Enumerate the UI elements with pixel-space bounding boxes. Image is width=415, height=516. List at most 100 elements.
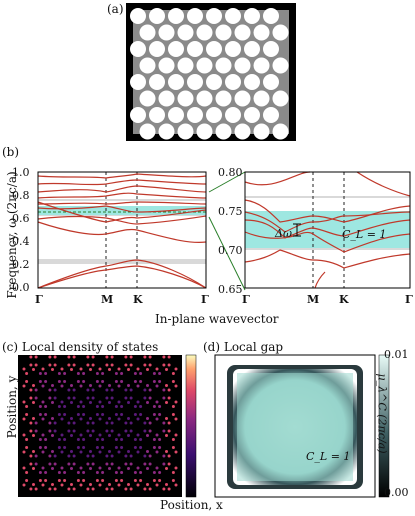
ldos-dot [110,487,114,491]
ldos-dot [79,483,83,487]
ldos-dot [98,417,102,421]
left-ytick-1: 0.0 [12,281,30,294]
air-hole [253,90,270,107]
photonic-crystal-image [126,3,296,141]
ldos-dot [129,429,133,433]
ldos-dot [32,450,35,453]
ldos-dot [136,367,140,371]
ldos-dot [76,405,80,408]
ldos-dot [72,429,76,433]
air-hole [272,24,289,41]
ldos-dot [57,446,61,449]
ldos-dot [110,396,114,400]
left-xtick-m: M [101,293,114,306]
left-ytick-4: 0.6 [12,212,30,225]
ldos-dot [34,355,38,359]
ldos-dot [32,401,35,404]
ldos-dot [86,355,90,359]
ldos-dot [110,421,114,425]
ldos-dot [114,438,118,441]
ldos-dot [38,446,42,449]
ldos-dot [127,401,130,404]
air-hole [215,123,232,140]
ldos-dot [41,400,45,404]
ldos-dot [148,462,152,466]
ldos-dot [51,467,54,470]
ldos-dot [67,355,71,359]
ldos-dot [67,429,71,433]
ldos-dot [129,462,133,466]
ldos-dot [76,438,80,441]
ldos-dot [165,384,168,387]
ldos-dot [165,401,168,404]
ldos-dot [60,367,64,371]
ldos-dot [25,372,29,375]
ldos-dot [127,483,130,486]
ldos-dot [174,433,178,437]
air-hole [149,107,165,123]
ldos-dot [114,446,118,449]
ldos-dot [124,421,128,425]
ldos-dot [29,462,33,466]
air-hole [263,107,279,123]
ldos-dot [158,380,162,383]
ldos-dot [82,471,86,474]
ldos-dot [158,372,162,375]
air-hole [215,90,232,107]
ldos-dot [60,417,64,421]
colorbar-label: μ_λ^C (2πc/a) [375,373,389,454]
ldos-dot [89,450,92,453]
ldos-dot [22,466,26,470]
ldos-dot [167,396,171,400]
ldos-dot [22,400,26,404]
ldos-dot [152,380,156,383]
ldos-dot [72,355,76,359]
air-hole [158,57,175,74]
ldos-dot [110,355,114,359]
ldos-dot [165,450,168,453]
ldos-x-label: Position, x [160,498,223,512]
ldos-dot [34,396,38,400]
ldos-dot [105,396,109,400]
ldos-dot [41,417,45,421]
ldos-dot [53,363,57,367]
ldos-dot [70,434,73,437]
ldos-dot [171,413,175,416]
ldos-dot [25,479,29,482]
air-hole [206,41,222,57]
ldos-dot [114,380,118,383]
ldos-dot [95,372,99,375]
ldos-dot [155,466,159,470]
ldos-dot [167,388,171,392]
ldos-dot [101,479,105,482]
air-hole [139,57,156,74]
ldos-dot [82,405,86,408]
ldos-dot [162,396,166,400]
ldos-dot [76,446,80,449]
ldos-dot [72,421,76,425]
ldos-dot [70,467,73,470]
ldos-dot [108,483,111,486]
colorbar-tick-bottom: 0.00 [384,486,409,499]
ldos-dot [63,471,67,474]
ldos-dot [29,363,33,367]
ldos-dot [82,380,86,383]
ldos-dot [117,367,121,371]
ldos-dot [146,434,149,437]
ldos-dot [60,384,64,388]
right-ytick-3: 0.75 [218,205,243,218]
ldos-dot [162,363,166,367]
ldos-dot [143,421,147,425]
ldos-dot [79,367,83,371]
ldos-dot [127,450,130,453]
air-hole [130,8,146,24]
ldos-dot [48,454,52,458]
ldos-dot [158,413,162,416]
ldos-dot [148,355,152,359]
ldos-dot [139,372,143,375]
ldos-dot [127,368,130,371]
ldos-dot [60,483,64,487]
ldos-dot [120,479,124,482]
air-hole [244,41,260,57]
air-hole [158,123,175,140]
